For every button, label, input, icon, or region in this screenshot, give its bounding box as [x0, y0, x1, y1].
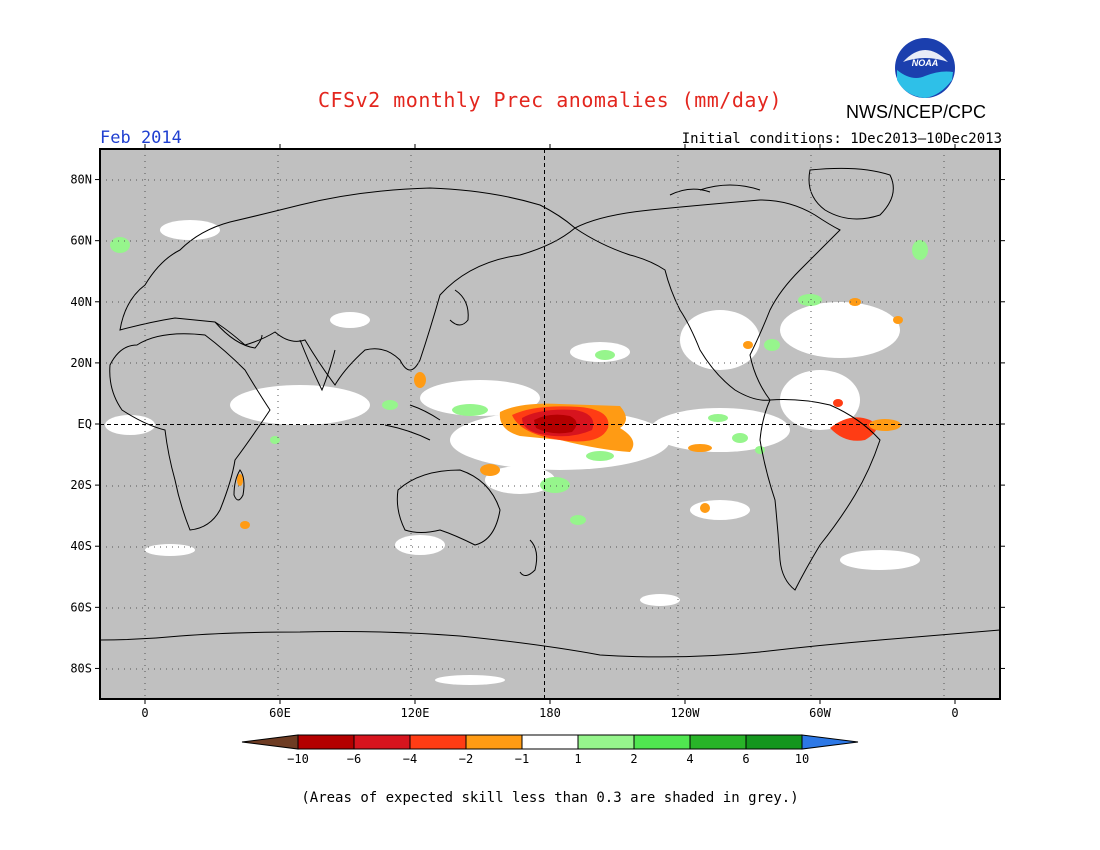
- colorbar-arrow-low: [241, 734, 299, 750]
- lat-tick-label: 20S: [70, 478, 92, 492]
- lat-tick-label: 80S: [70, 661, 92, 675]
- lat-tick-label: 40N: [70, 295, 92, 309]
- colorbar-label: −10: [287, 752, 309, 766]
- colorbar-label: 1: [574, 752, 581, 766]
- lat-tick-label: 80N: [70, 173, 92, 187]
- colorbar-label: −4: [403, 752, 417, 766]
- noaa-logo-text: NOAA: [912, 58, 939, 68]
- initial-conditions: Initial conditions: 1Dec2013–10Dec2013: [681, 131, 1002, 147]
- colorbar-label: 6: [742, 752, 749, 766]
- lon-tick-label: 0: [141, 706, 148, 720]
- forecast-period: Feb 2014: [100, 128, 182, 148]
- wet-anomaly-regions: [110, 237, 928, 525]
- lon-tick-label: 60W: [809, 706, 831, 720]
- lat-tick-label: 60S: [70, 600, 92, 614]
- organization-label: NWS/NCEP/CPC: [846, 102, 987, 122]
- colorbar-segment: [689, 734, 747, 750]
- colorbar-label: 2: [630, 752, 637, 766]
- colorbar-label: −2: [459, 752, 473, 766]
- noaa-logo: NOAA: [895, 38, 955, 98]
- colorbar-segment: [353, 734, 411, 750]
- lon-tick-label: 120W: [671, 706, 701, 720]
- longitude-axis: 0 60E 120E 180 120W 60W 0: [141, 144, 959, 720]
- colorbar-label: −6: [347, 752, 361, 766]
- chart-title: CFSv2 monthly Prec anomalies (mm/day): [317, 88, 783, 112]
- colorbar-segment: [577, 734, 635, 750]
- lat-tick-label: 40S: [70, 539, 92, 553]
- lon-tick-label: 0: [951, 706, 958, 720]
- lat-tick-label: 20N: [70, 356, 92, 370]
- lat-tick-label: 60N: [70, 234, 92, 248]
- colorbar-segment: [465, 734, 523, 750]
- colorbar-label: 10: [795, 752, 809, 766]
- map-content: [100, 149, 1000, 699]
- colorbar-segment: [745, 734, 803, 750]
- colorbar: −10 −6 −4 −2 −1 1 2 4 6 10: [241, 734, 859, 766]
- lon-tick-label: 120E: [401, 706, 430, 720]
- colorbar-segment: [521, 734, 579, 750]
- colorbar-segment: [297, 734, 355, 750]
- lon-tick-label: 180: [539, 706, 561, 720]
- colorbar-arrow-high: [801, 734, 859, 750]
- colorbar-segment: [633, 734, 691, 750]
- lat-tick-label: EQ: [78, 417, 92, 431]
- colorbar-label: 4: [686, 752, 693, 766]
- lon-tick-label: 60E: [269, 706, 291, 720]
- footnote: (Areas of expected skill less than 0.3 a…: [301, 790, 799, 806]
- colorbar-segment: [409, 734, 467, 750]
- coastlines: [100, 167, 1000, 658]
- colorbar-label: −1: [515, 752, 529, 766]
- gridlines: [100, 149, 1000, 699]
- latitude-axis: 80N 60N 40N 20N EQ 20S 40S 60S 80S: [70, 173, 1005, 675]
